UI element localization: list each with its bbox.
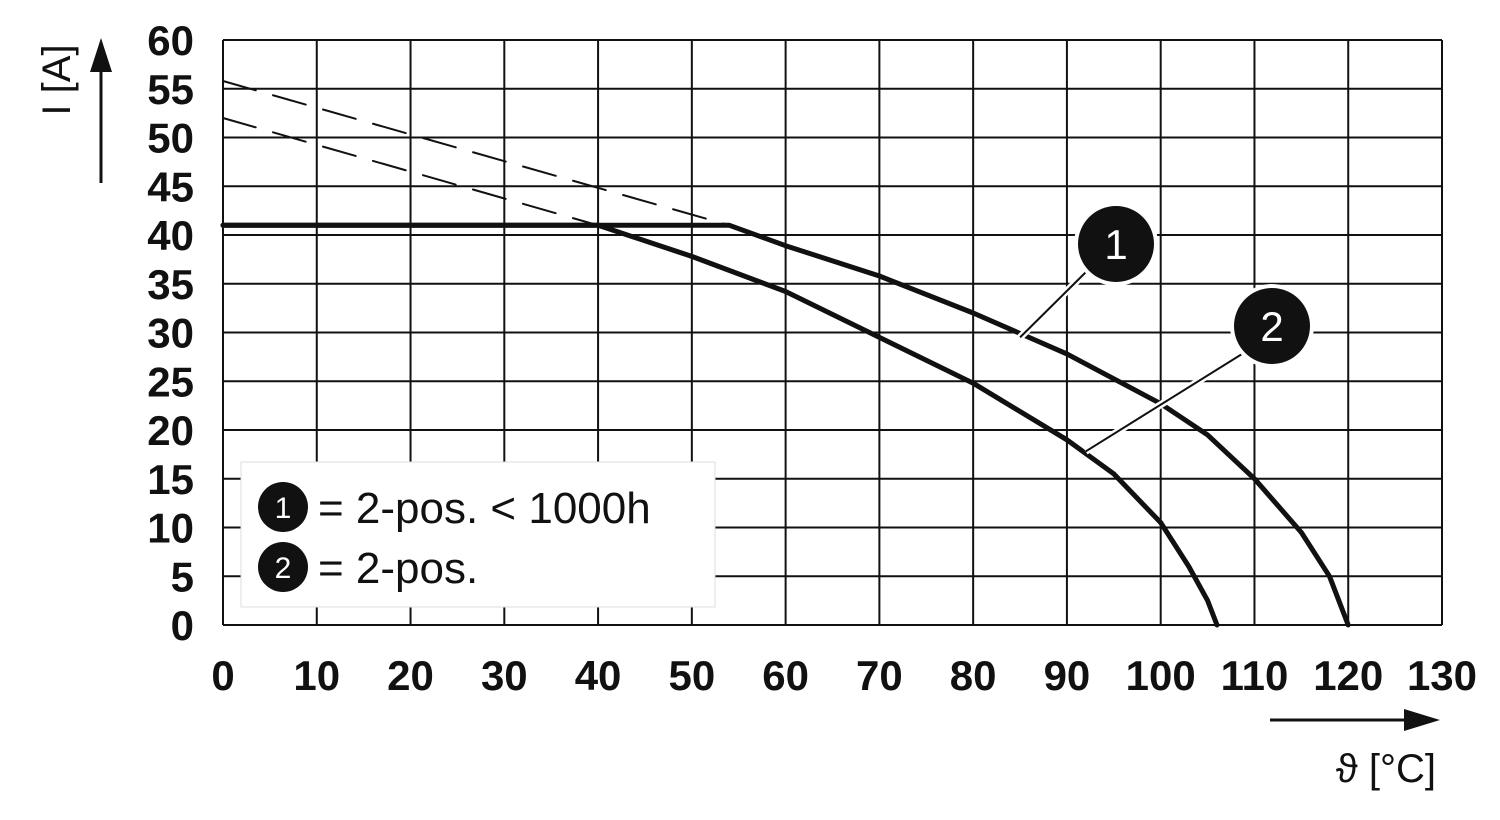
callout-leader-2 (1085, 353, 1243, 453)
callout-disc-2 (1234, 288, 1310, 364)
y-tick-label-35: 35 (147, 261, 194, 308)
x-tick-label-130: 130 (1407, 652, 1477, 699)
y-tick-label-20: 20 (147, 407, 194, 454)
y-tick-label-50: 50 (147, 115, 194, 162)
legend-marker-2 (258, 542, 308, 592)
x-tick-label-90: 90 (1044, 652, 1091, 699)
y-tick-label-0: 0 (171, 602, 194, 649)
legend-marker-number-1: 1 (275, 492, 292, 525)
x-tick-label-110: 110 (1221, 652, 1289, 699)
y-tick-label-15: 15 (147, 456, 194, 503)
x-tick-label-50: 50 (668, 652, 715, 699)
y-tick-label-25: 25 (147, 358, 194, 405)
callout-disc-1 (1078, 206, 1154, 282)
y-tick-label-10: 10 (147, 505, 194, 552)
legend-label-2: = 2-pos. (318, 544, 478, 593)
x-tick-labels: 0 10 20 30 40 50 60 70 80 90 100 110 120 130 (211, 652, 1477, 699)
x-tick-label-70: 70 (856, 652, 903, 699)
x-tick-label-10: 10 (293, 652, 340, 699)
y-tick-label-55: 55 (147, 66, 194, 113)
x-tick-label-30: 30 (481, 652, 528, 699)
x-tick-label-20: 20 (387, 652, 434, 699)
x-tick-label-100: 100 (1126, 652, 1196, 699)
y-tick-label-60: 60 (147, 17, 194, 64)
y-tick-label-5: 5 (171, 553, 194, 600)
dashed-extension-line-3 (222, 117, 600, 227)
legend-label-1: = 2-pos. < 1000h (318, 484, 651, 533)
legend: 1 = 2-pos. < 1000h 2 = 2-pos. (240, 461, 716, 608)
x-tick-label-80: 80 (950, 652, 997, 699)
grid (222, 39, 1443, 626)
legend-box (240, 461, 716, 608)
callouts: 12 (1017, 202, 1314, 455)
dashed-extension-line-2 (222, 80, 731, 227)
legend-marker-number-2: 2 (275, 552, 292, 585)
series-line-2 (220, 222, 1220, 628)
x-axis-arrow (1270, 709, 1440, 731)
callout-number-1: 1 (1104, 221, 1127, 268)
series-lines (220, 80, 1351, 628)
legend-marker-1 (258, 482, 308, 532)
callout-number-2: 2 (1260, 303, 1283, 350)
y-tick-label-45: 45 (147, 163, 194, 210)
y-axis-arrow (90, 38, 112, 183)
y-tick-label-30: 30 (147, 310, 194, 357)
x-axis-label: ϑ [°C] (1336, 747, 1436, 791)
y-tick-label-40: 40 (147, 212, 194, 259)
callout-leader-1 (1019, 271, 1087, 339)
x-tick-label-60: 60 (762, 652, 809, 699)
series-line-1 (220, 222, 1351, 628)
x-tick-label-120: 120 (1313, 652, 1383, 699)
x-tick-label-0: 0 (211, 652, 234, 699)
x-tick-label-40: 40 (575, 652, 622, 699)
y-axis-label: I [A] (35, 44, 79, 115)
